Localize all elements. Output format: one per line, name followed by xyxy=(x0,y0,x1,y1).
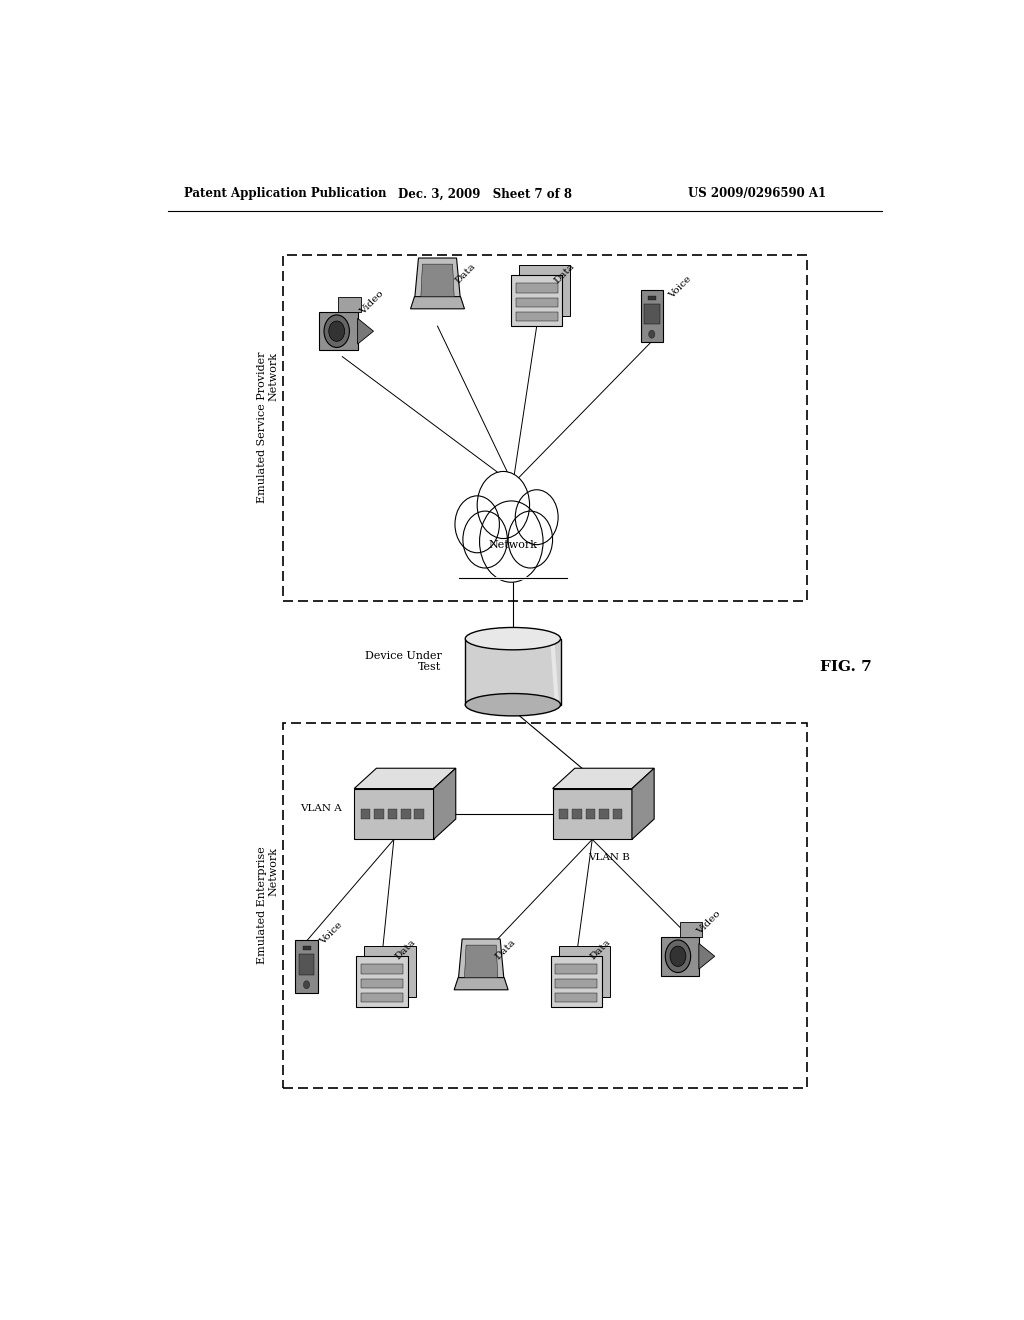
Text: Data: Data xyxy=(553,261,577,285)
Text: Dec. 3, 2009   Sheet 7 of 8: Dec. 3, 2009 Sheet 7 of 8 xyxy=(398,187,572,201)
Bar xyxy=(299,954,314,974)
Polygon shape xyxy=(455,978,508,990)
Polygon shape xyxy=(356,956,408,1007)
Polygon shape xyxy=(415,257,461,301)
Bar xyxy=(644,304,659,325)
Polygon shape xyxy=(357,318,374,345)
Circle shape xyxy=(670,946,686,966)
Polygon shape xyxy=(354,788,433,840)
Text: FIG. 7: FIG. 7 xyxy=(820,660,872,673)
Polygon shape xyxy=(354,768,456,788)
Bar xyxy=(360,978,403,987)
Bar xyxy=(555,993,597,1002)
Text: Emulated Service Provider
Network: Emulated Service Provider Network xyxy=(257,352,279,503)
Polygon shape xyxy=(319,312,357,351)
Circle shape xyxy=(455,496,500,553)
Bar xyxy=(360,965,403,974)
Text: Patent Application Publication: Patent Application Publication xyxy=(183,187,386,201)
Bar xyxy=(680,921,701,937)
Text: Voice: Voice xyxy=(668,275,693,301)
Circle shape xyxy=(329,321,345,342)
Ellipse shape xyxy=(465,627,560,649)
Ellipse shape xyxy=(465,693,560,715)
Text: Data: Data xyxy=(588,937,612,961)
Text: Video: Video xyxy=(358,289,385,315)
Polygon shape xyxy=(558,946,610,997)
Bar xyxy=(559,809,568,818)
Polygon shape xyxy=(660,937,698,975)
Bar xyxy=(465,639,560,705)
Polygon shape xyxy=(433,768,456,840)
Polygon shape xyxy=(632,768,654,840)
Text: US 2009/0296590 A1: US 2009/0296590 A1 xyxy=(688,187,826,201)
Bar xyxy=(374,809,384,818)
Circle shape xyxy=(477,471,529,539)
Circle shape xyxy=(508,511,553,568)
Bar xyxy=(516,312,558,321)
Polygon shape xyxy=(553,788,632,840)
Bar xyxy=(572,809,582,818)
Polygon shape xyxy=(551,956,602,1007)
Polygon shape xyxy=(296,940,317,993)
Bar xyxy=(401,809,411,818)
Polygon shape xyxy=(421,264,455,297)
Text: Video: Video xyxy=(695,908,723,936)
Polygon shape xyxy=(519,265,570,315)
Circle shape xyxy=(324,315,349,347)
Polygon shape xyxy=(698,944,715,969)
Bar xyxy=(516,297,558,306)
Text: VLAN A: VLAN A xyxy=(300,804,342,813)
Bar xyxy=(387,809,397,818)
Bar xyxy=(648,296,655,300)
Text: Data: Data xyxy=(494,937,517,961)
Circle shape xyxy=(648,330,655,338)
Bar xyxy=(360,993,403,1002)
Bar xyxy=(516,284,558,293)
Circle shape xyxy=(463,511,507,568)
Circle shape xyxy=(303,981,309,989)
Polygon shape xyxy=(511,276,562,326)
Text: VLAN B: VLAN B xyxy=(588,853,630,862)
Bar xyxy=(338,297,360,312)
Polygon shape xyxy=(641,289,663,342)
Text: Device Under
Test: Device Under Test xyxy=(365,651,441,672)
Text: Data: Data xyxy=(454,261,477,285)
Bar xyxy=(555,978,597,987)
Bar xyxy=(283,255,807,601)
Text: Data: Data xyxy=(394,937,418,961)
Bar xyxy=(283,722,807,1089)
Bar xyxy=(555,965,597,974)
Bar xyxy=(599,809,609,818)
Polygon shape xyxy=(458,939,504,982)
Text: Emulated Enterprise
Network: Emulated Enterprise Network xyxy=(257,846,279,965)
Polygon shape xyxy=(411,297,465,309)
Text: Voice: Voice xyxy=(318,920,344,946)
Circle shape xyxy=(515,490,558,545)
Bar xyxy=(303,946,310,950)
Polygon shape xyxy=(553,768,654,788)
Polygon shape xyxy=(465,945,498,978)
Bar xyxy=(458,537,568,578)
Circle shape xyxy=(479,500,543,582)
Bar xyxy=(415,809,424,818)
Bar xyxy=(360,809,370,818)
Polygon shape xyxy=(365,946,416,997)
Bar xyxy=(586,809,595,818)
Circle shape xyxy=(666,940,690,973)
Bar xyxy=(613,809,623,818)
Text: Network: Network xyxy=(488,540,538,549)
